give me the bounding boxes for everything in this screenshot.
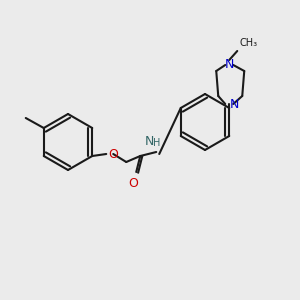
Text: H: H (153, 138, 160, 148)
Text: CH₃: CH₃ (239, 38, 257, 48)
Text: O: O (108, 148, 118, 160)
Text: N: N (225, 58, 234, 71)
Text: N: N (145, 135, 154, 148)
Text: N: N (230, 98, 240, 110)
Text: O: O (128, 177, 138, 190)
